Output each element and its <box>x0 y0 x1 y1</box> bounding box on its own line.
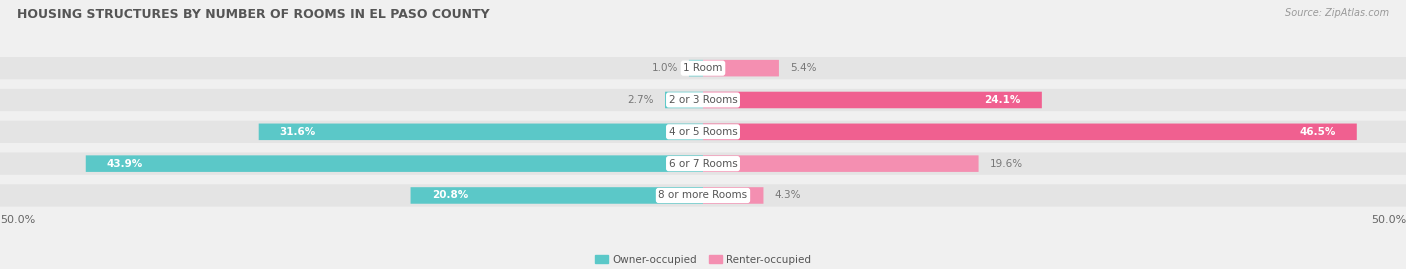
FancyBboxPatch shape <box>665 92 703 108</box>
Text: 50.0%: 50.0% <box>0 215 35 225</box>
FancyBboxPatch shape <box>0 57 1406 79</box>
FancyBboxPatch shape <box>0 121 1406 143</box>
FancyBboxPatch shape <box>86 155 703 172</box>
Text: 43.9%: 43.9% <box>107 159 143 169</box>
Text: 4.3%: 4.3% <box>775 190 801 200</box>
Text: 50.0%: 50.0% <box>1371 215 1406 225</box>
Text: 31.6%: 31.6% <box>280 127 316 137</box>
Text: 6 or 7 Rooms: 6 or 7 Rooms <box>669 159 737 169</box>
FancyBboxPatch shape <box>411 187 703 204</box>
FancyBboxPatch shape <box>703 187 763 204</box>
Text: 24.1%: 24.1% <box>984 95 1021 105</box>
Text: 2 or 3 Rooms: 2 or 3 Rooms <box>669 95 737 105</box>
Text: HOUSING STRUCTURES BY NUMBER OF ROOMS IN EL PASO COUNTY: HOUSING STRUCTURES BY NUMBER OF ROOMS IN… <box>17 8 489 21</box>
Text: 19.6%: 19.6% <box>990 159 1024 169</box>
Text: 20.8%: 20.8% <box>432 190 468 200</box>
Legend: Owner-occupied, Renter-occupied: Owner-occupied, Renter-occupied <box>591 250 815 269</box>
FancyBboxPatch shape <box>703 123 1357 140</box>
FancyBboxPatch shape <box>0 184 1406 207</box>
Text: 2.7%: 2.7% <box>627 95 654 105</box>
FancyBboxPatch shape <box>703 155 979 172</box>
Text: 1.0%: 1.0% <box>651 63 678 73</box>
Text: 46.5%: 46.5% <box>1299 127 1336 137</box>
Text: 8 or more Rooms: 8 or more Rooms <box>658 190 748 200</box>
Text: 5.4%: 5.4% <box>790 63 817 73</box>
Text: Source: ZipAtlas.com: Source: ZipAtlas.com <box>1285 8 1389 18</box>
FancyBboxPatch shape <box>703 60 779 76</box>
FancyBboxPatch shape <box>259 123 703 140</box>
FancyBboxPatch shape <box>0 153 1406 175</box>
FancyBboxPatch shape <box>689 60 703 76</box>
Text: 4 or 5 Rooms: 4 or 5 Rooms <box>669 127 737 137</box>
Text: 1 Room: 1 Room <box>683 63 723 73</box>
FancyBboxPatch shape <box>703 92 1042 108</box>
FancyBboxPatch shape <box>0 89 1406 111</box>
